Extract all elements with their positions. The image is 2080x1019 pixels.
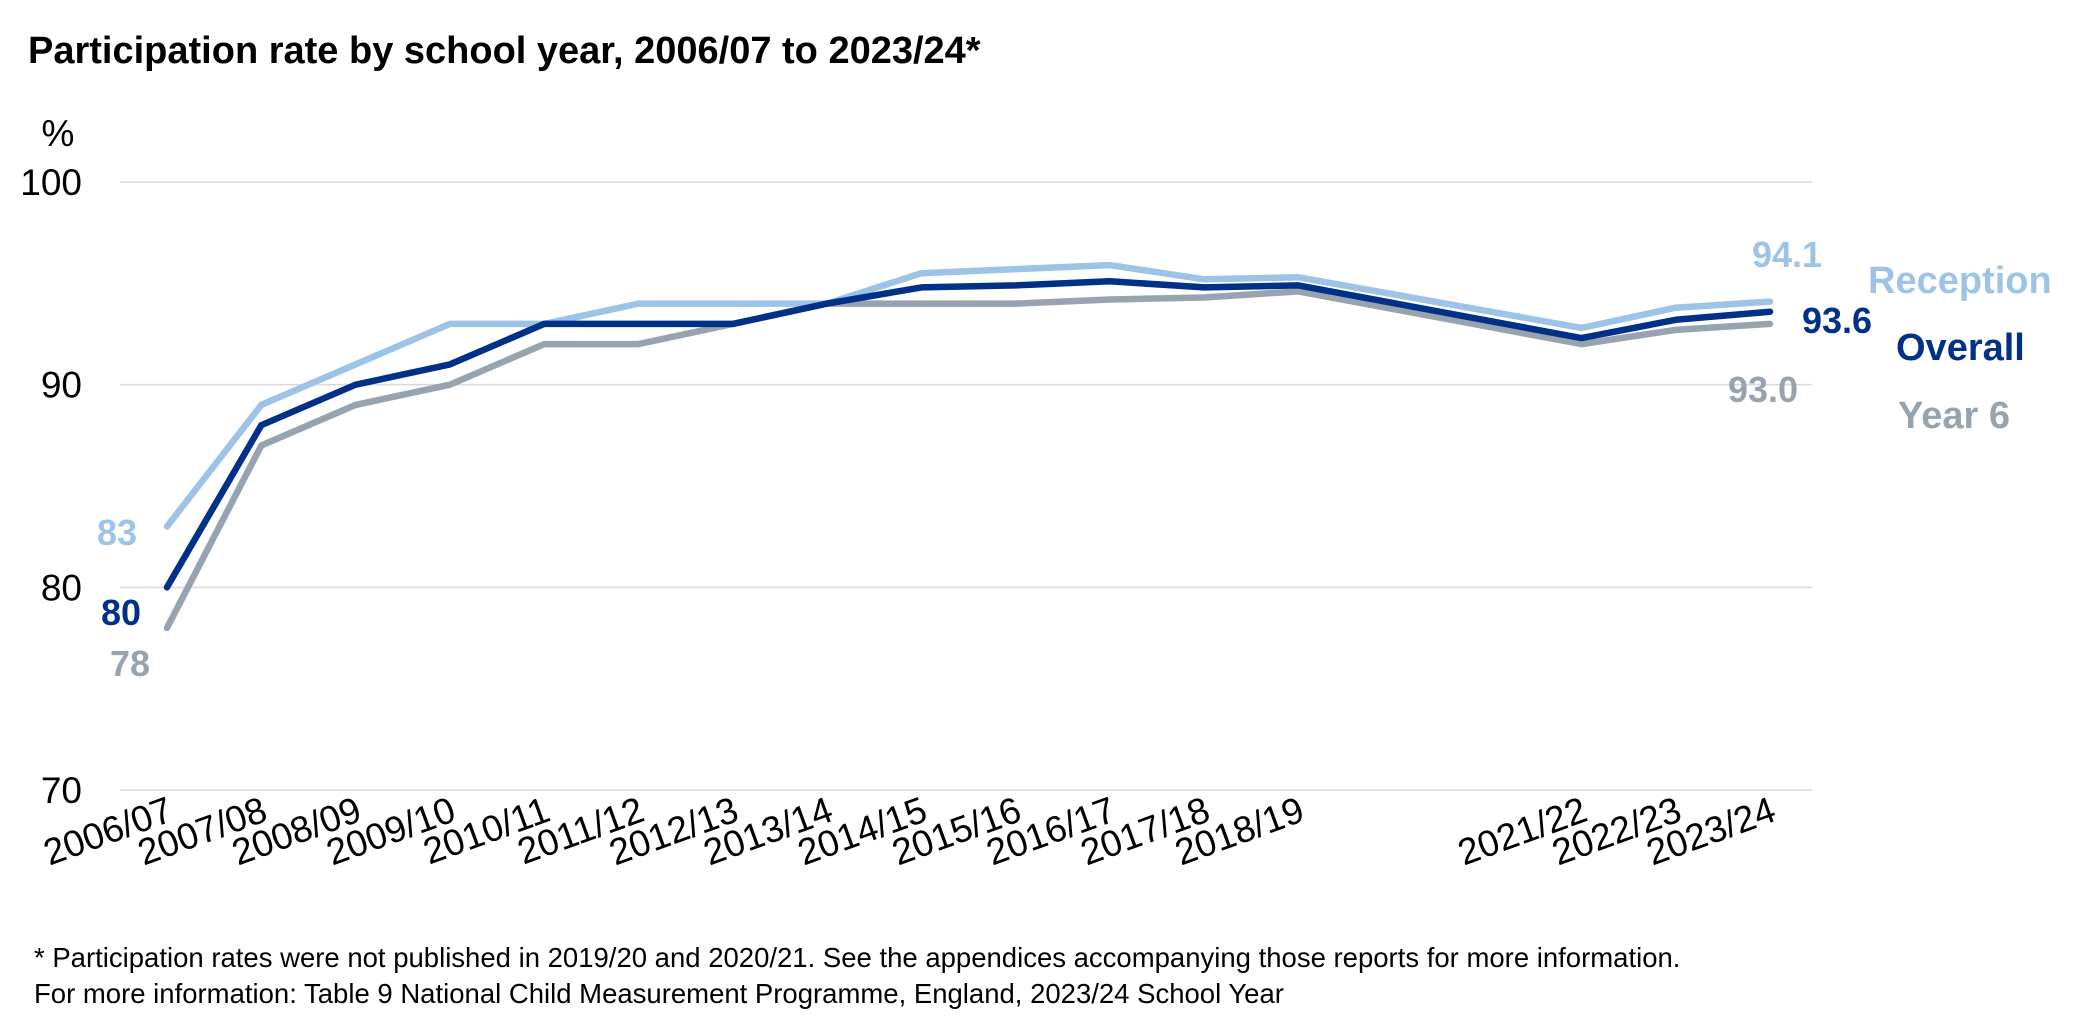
end-label-overall: 93.6 [1802,300,1872,341]
legend-label-overall: Overall [1896,327,2025,369]
footnote-missing-years: * Participation rates were not published… [34,942,1681,973]
y-tick-label-100: 100 [20,162,82,203]
end-label-year-6: 93.0 [1728,369,1798,410]
axes: 7080901002006/072007/082008/092009/10201… [20,162,1812,873]
legend-label-year-6: Year 6 [1898,395,2010,437]
footnote-source: For more information: Table 9 National C… [34,978,1284,1009]
y-axis-unit: % [42,113,75,154]
series-lines [163,261,1774,632]
series-line-reception [163,261,1774,530]
y-tick-label-90: 90 [41,365,82,406]
series-line-overall [163,278,1774,591]
footnotes: * Participation rates were not published… [34,940,1680,1012]
start-label-year-6: 78 [110,643,150,684]
start-label-reception: 83 [97,512,137,553]
legend-label-reception: Reception [1868,260,2052,302]
y-tick-label-70: 70 [41,770,82,811]
chart-title: Participation rate by school year, 2006/… [28,30,981,72]
end-label-reception: 94.1 [1752,234,1822,275]
data-labels: 83 94.1 80 93.6 78 93.0 [97,234,1872,684]
y-tick-label-80: 80 [41,567,82,608]
start-label-overall: 80 [101,592,141,633]
series-line-year-6 [163,288,1774,632]
gridlines [120,181,1812,589]
legend: Reception Overall Year 6 [1868,260,2052,437]
